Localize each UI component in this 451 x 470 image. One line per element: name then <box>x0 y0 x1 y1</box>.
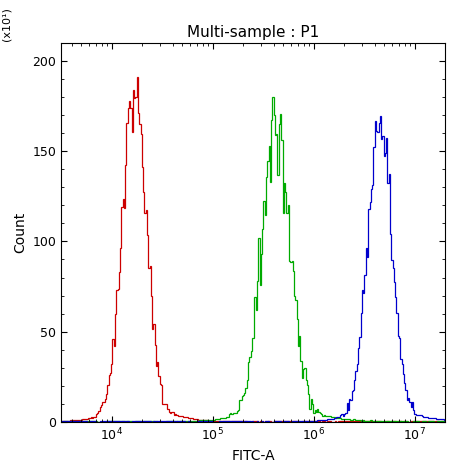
Text: (x10¹): (x10¹) <box>2 7 12 41</box>
Y-axis label: Count: Count <box>13 212 27 253</box>
X-axis label: FITC-A: FITC-A <box>231 449 274 463</box>
Title: Multi-sample : P1: Multi-sample : P1 <box>187 25 318 40</box>
